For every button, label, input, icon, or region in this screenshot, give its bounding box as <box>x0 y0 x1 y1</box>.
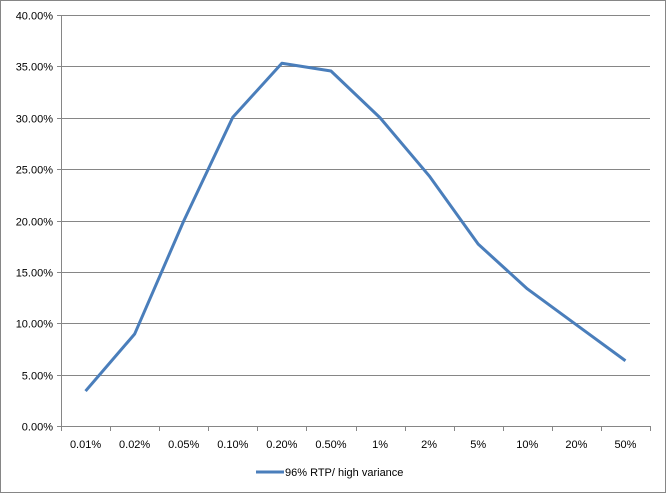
legend-label: 96% RTP/ high variance <box>285 467 403 479</box>
x-tick-label: 1% <box>372 439 388 451</box>
x-tick-label: 0.50% <box>315 439 346 451</box>
series-line <box>84 61 627 393</box>
y-tick-label: 15.00% <box>16 268 54 280</box>
y-tick-label: 25.00% <box>16 165 54 177</box>
y-tick-label: 35.00% <box>16 62 54 74</box>
y-tick-label: 5.00% <box>22 371 53 383</box>
x-tick-label: 10% <box>516 439 538 451</box>
x-tick-label: 5% <box>470 439 486 451</box>
x-tick-label: 0.05% <box>168 439 199 451</box>
x-tick-label: 20% <box>565 439 587 451</box>
y-tick-label: 30.00% <box>16 114 54 126</box>
y-tick-label: 20.00% <box>16 217 54 229</box>
y-tick-label: 0.00% <box>22 422 53 434</box>
y-tick-label: 40.00% <box>16 11 54 23</box>
y-tick-label: 10.00% <box>16 319 54 331</box>
x-tick-label: 2% <box>421 439 437 451</box>
x-tick-label: 0.01% <box>70 439 101 451</box>
x-tick-label: 0.10% <box>217 439 248 451</box>
x-tick-label: 0.20% <box>266 439 297 451</box>
x-tick-label: 50% <box>614 439 636 451</box>
x-tick-label: 0.02% <box>119 439 150 451</box>
